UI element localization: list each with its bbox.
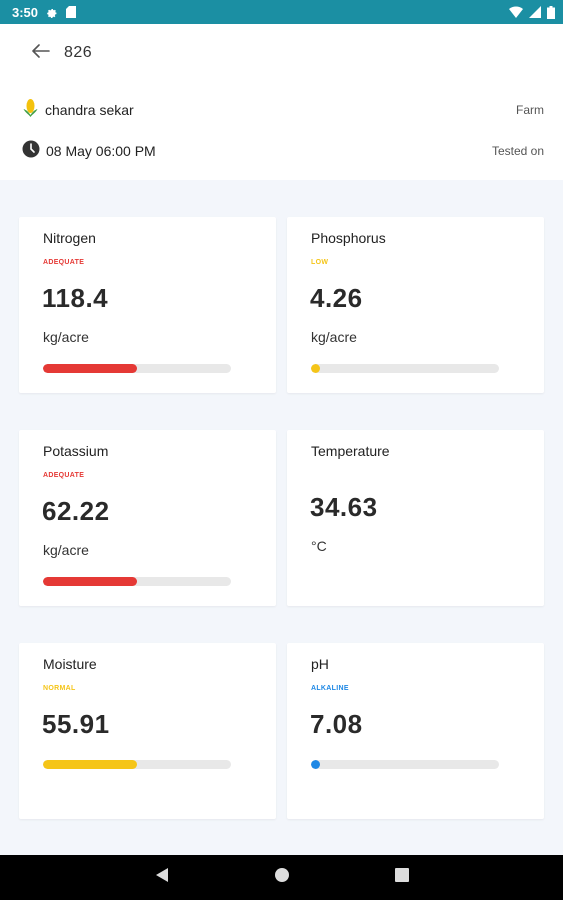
home-circle-icon (274, 867, 290, 888)
card-unit: kg/acre (43, 329, 89, 345)
level-bar (43, 760, 231, 769)
level-bar-fill (43, 760, 137, 769)
status-bar: 3:50 (0, 0, 563, 24)
card-value: 55.91 (42, 709, 110, 739)
settings-gear-icon (46, 6, 58, 18)
card-potassium[interactable]: Potassium ADEQUATE 62.22 kg/acre (19, 430, 276, 606)
card-nitrogen[interactable]: Nitrogen ADEQUATE 118.4 kg/acre (19, 217, 276, 393)
tested-datetime: 08 May 06:00 PM (46, 142, 156, 159)
level-bar-fill (311, 760, 321, 769)
farmer-name: chandra sekar (45, 101, 134, 118)
level-bar-fill (43, 577, 137, 586)
header-card: 826 chandra sekar Farm 08 May 06:00 PM T… (0, 24, 563, 180)
signal-icon (529, 6, 541, 18)
card-ph[interactable]: pH ALKALINE 7.08 (287, 643, 544, 819)
battery-icon (547, 5, 555, 19)
level-bar (43, 364, 231, 373)
status-label: NORMAL (43, 685, 76, 692)
card-title: Potassium (43, 443, 109, 459)
card-temperature[interactable]: Temperature 34.63 °C (287, 430, 544, 606)
page-title: 826 (64, 44, 93, 61)
level-bar (311, 760, 499, 769)
card-unit: kg/acre (311, 329, 357, 345)
card-title: pH (311, 656, 329, 672)
card-title: Moisture (43, 656, 97, 672)
toolbar: 826 (30, 42, 92, 64)
level-bar-fill (43, 364, 137, 373)
card-value: 34.63 (310, 492, 378, 522)
nav-back-button[interactable] (147, 863, 177, 893)
wifi-icon (509, 6, 523, 18)
farmer-row: chandra sekar Farm (22, 98, 544, 121)
card-unit: kg/acre (43, 542, 89, 558)
level-bar-fill (311, 364, 321, 373)
back-button[interactable] (30, 42, 52, 64)
card-value: 118.4 (42, 283, 109, 313)
level-bar (311, 364, 499, 373)
card-title: Phosphorus (311, 230, 386, 246)
card-title: Nitrogen (43, 230, 96, 246)
status-label: LOW (311, 259, 329, 266)
status-time: 3:50 (12, 4, 39, 20)
back-triangle-icon (155, 867, 169, 888)
tested-on-label: Tested on (491, 143, 544, 158)
system-nav-bar (0, 855, 563, 900)
arrow-left-icon (32, 43, 50, 63)
status-label: ADEQUATE (43, 259, 85, 266)
card-unit: °C (311, 538, 327, 554)
farm-label: Farm (516, 102, 544, 117)
nav-home-button[interactable] (267, 863, 297, 893)
status-label: ALKALINE (311, 685, 349, 692)
card-value: 62.22 (42, 496, 110, 526)
card-moisture[interactable]: Moisture NORMAL 55.91 (19, 643, 276, 819)
card-title: Temperature (311, 443, 390, 459)
nav-recents-button[interactable] (387, 863, 417, 893)
card-phosphorus[interactable]: Phosphorus LOW 4.26 kg/acre (287, 217, 544, 393)
card-value: 7.08 (310, 709, 363, 739)
status-label: ADEQUATE (43, 472, 85, 479)
recents-square-icon (394, 868, 409, 887)
sd-card-icon (66, 6, 77, 18)
level-bar (43, 577, 231, 586)
card-value: 4.26 (310, 283, 363, 313)
tested-row: 08 May 06:00 PM Tested on (22, 140, 544, 161)
clock-icon (22, 140, 40, 161)
corn-icon (22, 98, 39, 121)
